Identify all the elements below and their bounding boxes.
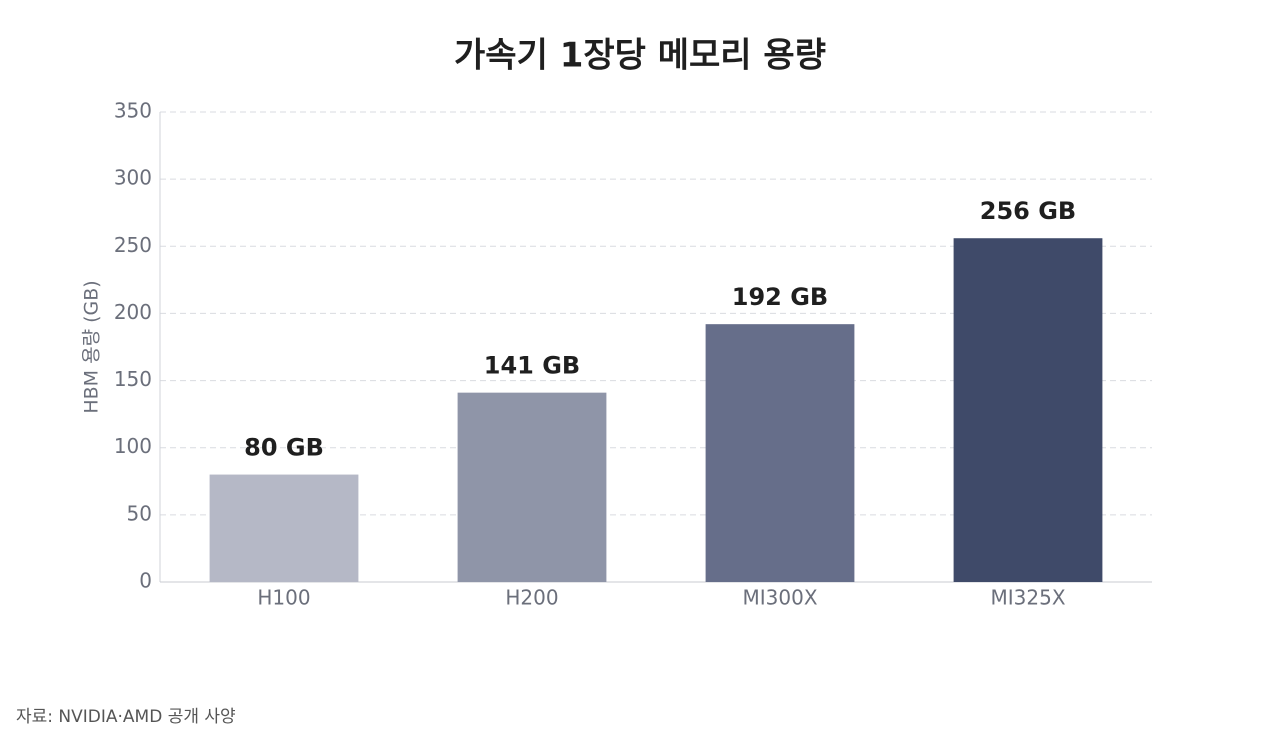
y-tick-label: 100 [114, 434, 152, 458]
y-tick-label: 150 [114, 367, 152, 391]
y-axis-label: HBM 용량 (GB) [81, 280, 103, 413]
y-tick-label: 300 [114, 166, 152, 190]
y-tick-label: 0 [139, 569, 152, 593]
y-tick-label: 250 [114, 233, 152, 257]
x-tick-label: MI300X [742, 586, 817, 610]
y-tick-label: 350 [114, 99, 152, 123]
x-tick-label: H100 [257, 586, 310, 610]
value-label: 141 GB [484, 352, 580, 380]
value-label: 80 GB [244, 434, 324, 462]
source-note: 자료: NVIDIA·AMD 공개 사양 [16, 707, 236, 727]
y-tick-label: 200 [114, 300, 152, 324]
value-label: 256 GB [980, 197, 1076, 225]
x-tick-label: H200 [505, 586, 558, 610]
bar [209, 474, 359, 582]
bar [705, 324, 855, 582]
x-tick-label: MI325X [990, 586, 1065, 610]
bar [953, 238, 1103, 582]
chart-title: 가속기 1장당 메모리 용량 [454, 36, 826, 76]
value-label: 192 GB [732, 283, 828, 311]
bar [457, 392, 607, 582]
y-tick-label: 50 [127, 501, 152, 525]
